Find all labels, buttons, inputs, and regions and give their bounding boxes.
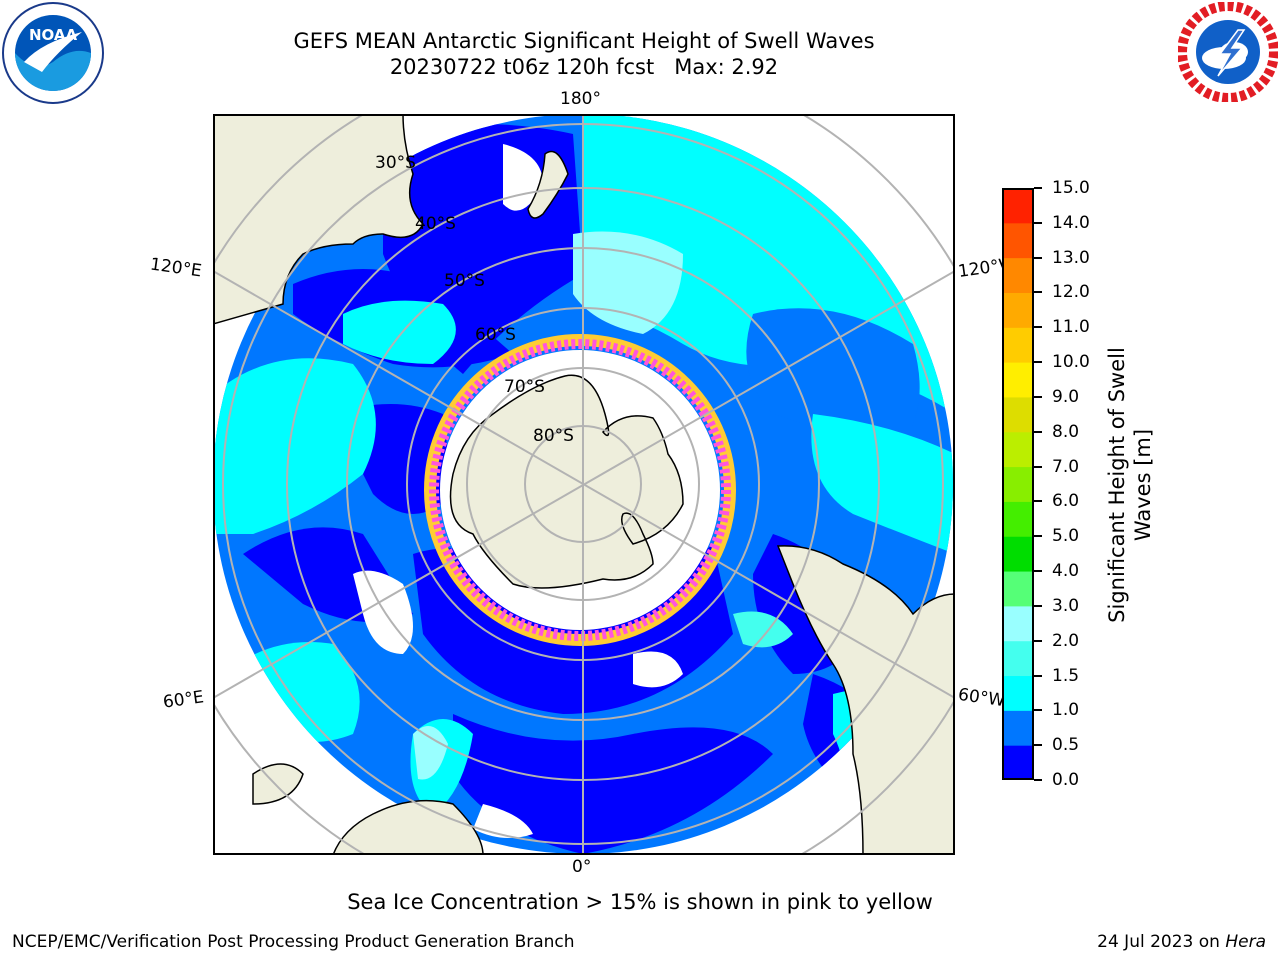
colorbar-tick-label: 10.0 (1052, 352, 1090, 373)
footer-date: 24 Jul 2023 on Hera (1097, 932, 1266, 952)
colorbar-tick-mark (1034, 291, 1042, 294)
colorbar-segment (1002, 640, 1034, 677)
colorbar-tick-mark (1034, 570, 1042, 573)
colorbar-tick-label: 3.0 (1052, 595, 1080, 616)
footer-date-text: 24 Jul 2023 on (1097, 932, 1226, 952)
colorbar-tick-mark (1034, 187, 1042, 189)
new-zealand-land (527, 150, 569, 219)
colorbar-tick-mark (1034, 221, 1042, 224)
lon-label-60e: 60°E (161, 687, 206, 713)
colorbar-segment (1002, 710, 1034, 746)
colorbar-segment (1002, 605, 1034, 642)
colorbar-tick-mark (1034, 430, 1042, 433)
colorbar-segment (1002, 675, 1034, 711)
colorbar-segment (1002, 362, 1034, 398)
colorbar-segment (1002, 536, 1034, 572)
lon-label-180: 180° (560, 89, 601, 109)
chart-subtitle-forecast: 20230722 t06z 120h fcst Max: 2.92 (389, 55, 779, 79)
colorbar (1002, 188, 1034, 780)
colorbar-tick-label: 15.0 (1052, 178, 1090, 198)
colorbar-tick-label: 1.0 (1052, 700, 1080, 721)
south-america-land (776, 545, 955, 855)
colorbar-tick-mark (1034, 256, 1042, 259)
footer-machine: Hera (1225, 932, 1266, 952)
region-moderate-swell (223, 642, 360, 742)
colorbar-tick-label: 1.5 (1052, 665, 1080, 686)
colorbar-segment (1002, 222, 1034, 259)
lon-label-120e: 120°E (148, 254, 203, 282)
colorbar-tick-mark (1034, 395, 1042, 398)
region-moderate-swell (213, 358, 376, 534)
sea-ice-patch (503, 144, 543, 211)
colorbar-tick-label: 8.0 (1052, 421, 1080, 442)
noaa-logo-text: NOAA (29, 26, 78, 44)
colorbar-tick-mark (1034, 779, 1042, 781)
region-high-swell (413, 726, 448, 780)
colorbar-tick-label: 0.5 (1052, 735, 1080, 756)
colorbar-segment (1002, 257, 1034, 293)
colorbar-segment (1002, 466, 1034, 502)
antarctica-land (449, 374, 684, 589)
colorbar-tick-label: 13.0 (1052, 247, 1090, 268)
colorbar-label: Significant Height of Swell Waves [m] (1105, 347, 1155, 623)
polar-map-svg: 30°S 40°S 50°S 60°S 70°S 80°S (213, 114, 955, 855)
sea-ice-note: Sea Ice Concentration > 15% is shown in … (347, 890, 933, 914)
noaa-logo-icon: NOAA (2, 2, 104, 104)
colorbar-segment (1002, 188, 1034, 224)
colorbar-tick-mark (1034, 604, 1042, 607)
region-mid-swell (746, 308, 920, 454)
lat-label-60s: 60°S (475, 325, 516, 345)
colorbar-tick-label: 7.0 (1052, 456, 1080, 477)
region-high-swell (733, 611, 793, 648)
footer-credit: NCEP/EMC/Verification Post Processing Pr… (12, 932, 575, 952)
colorbar-tick-mark (1034, 465, 1042, 468)
sea-ice-patch (633, 651, 683, 688)
region-low-swell (453, 714, 773, 854)
lat-label-40s: 40°S (415, 214, 456, 234)
australia-land (213, 114, 424, 325)
colorbar-tick-label: 6.0 (1052, 491, 1080, 512)
colorbar-tick-mark (1034, 744, 1042, 747)
region-moderate-swell (343, 300, 456, 364)
longitude-grid (213, 114, 955, 855)
chart-title: GEFS MEAN Antarctic Significant Height o… (293, 29, 875, 53)
sea-ice-patch (473, 804, 533, 838)
nws-logo-icon (1178, 2, 1278, 102)
colorbar-tick-label: 0.0 (1052, 770, 1080, 790)
lat-label-30s: 30°S (375, 153, 416, 173)
colorbar-tick-mark (1034, 535, 1042, 538)
colorbar-segment (1002, 745, 1034, 780)
madagascar-land (252, 763, 304, 805)
colorbar-segment (1002, 292, 1034, 328)
colorbar-tick-label: 14.0 (1052, 212, 1090, 233)
colorbar-tick-label: 4.0 (1052, 561, 1080, 582)
colorbar-segment (1002, 431, 1034, 468)
lat-label-50s: 50°S (444, 271, 485, 291)
colorbar-tick-mark (1034, 361, 1042, 364)
colorbar-tick-label: 12.0 (1052, 282, 1090, 303)
colorbar-tick-mark (1034, 674, 1042, 677)
map-frame (213, 114, 955, 855)
colorbar-segment (1002, 327, 1034, 363)
colorbar-tick-label: 9.0 (1052, 386, 1080, 407)
colorbar-tick-label: 2.0 (1052, 630, 1080, 651)
colorbar-tick-mark (1034, 639, 1042, 642)
swell-wave-map: 30°S 40°S 50°S 60°S 70°S 80°S (213, 114, 955, 855)
colorbar-tick-mark (1034, 500, 1042, 503)
region-moderate-swell (811, 414, 953, 554)
colorbar-frame (1002, 188, 1034, 780)
colorbar-tick-mark (1034, 326, 1042, 329)
lat-label-80s: 80°S (533, 426, 574, 446)
colorbar-segment (1002, 571, 1034, 607)
colorbar-tick-mark (1034, 709, 1042, 712)
lon-label-0: 0° (572, 857, 592, 877)
lat-label-70s: 70°S (504, 377, 545, 397)
colorbar-segment (1002, 396, 1034, 433)
lon-label-60w: 60°W (956, 684, 1007, 712)
colorbar-tick-label: 5.0 (1052, 526, 1080, 547)
colorbar-segment (1002, 501, 1034, 537)
colorbar-tick-label: 11.0 (1052, 317, 1090, 338)
africa-land (332, 799, 484, 855)
